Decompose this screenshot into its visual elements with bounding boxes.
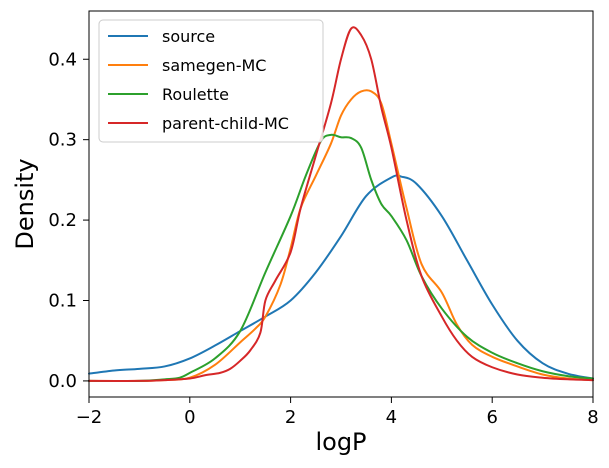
x-tick-label: 0 [184,407,195,428]
x-tick-label: 2 [285,407,296,428]
x-tick-label: 4 [386,407,397,428]
series-line-roulette [88,133,594,383]
y-axis-label: Density [11,158,39,249]
series-line-parent-child-mc [88,26,594,382]
x-tick-label: −2 [76,407,103,428]
plot-area-frame [88,10,594,398]
series-layer [88,26,594,383]
y-tick-label: 0.4 [48,49,77,70]
series-line-samegen-mc [88,89,594,382]
y-tick-label: 0.2 [48,210,77,231]
series-line-source [88,174,594,380]
x-tick-label: 6 [486,407,497,428]
legend-label: source [162,27,215,46]
legend-label: Roulette [162,85,229,104]
y-tick-label: 0.0 [48,371,77,392]
y-tick-label: 0.3 [48,130,77,151]
y-axis-ticks: 0.0 0.1 0.2 0.3 0.4 [48,49,89,392]
x-axis-label: logP [315,428,366,456]
legend-frame [98,19,324,143]
legend-label: parent-child-MC [162,114,289,133]
x-tick-label: 8 [587,407,598,428]
y-tick-label: 0.1 [48,291,77,312]
x-axis-ticks: −2 0 2 4 6 8 [76,397,599,428]
legend-label: samegen-MC [162,56,266,75]
legend: source samegen-MC Roulette parent-child-MC [98,19,324,143]
legend-items: source samegen-MC Roulette parent-child-MC [108,27,289,133]
